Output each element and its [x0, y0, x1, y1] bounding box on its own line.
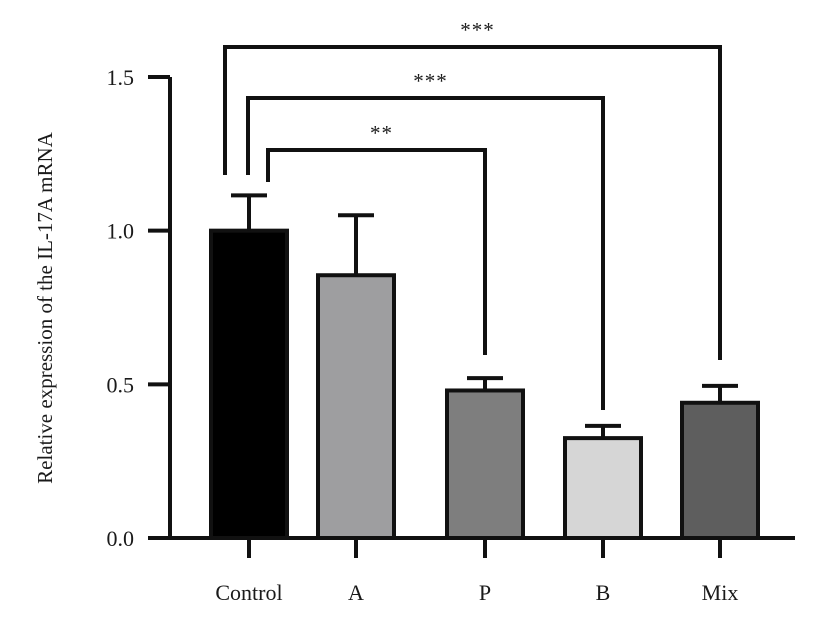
bar-a [316, 273, 396, 540]
significance-label: ** [370, 121, 393, 145]
y-tick-label: 0.5 [107, 372, 135, 397]
bar-p [445, 388, 525, 541]
significance-bracket [246, 96, 605, 410]
significance-bracket [266, 148, 487, 355]
y-tick-label: 1.0 [107, 219, 135, 244]
bar-b [563, 436, 643, 540]
x-tick-label: A [348, 580, 364, 605]
significance-label: *** [460, 18, 495, 42]
x-tick-label: Mix [702, 580, 739, 605]
bar-control [209, 228, 289, 541]
x-tick-label: Control [215, 580, 282, 605]
x-tick-label: P [479, 580, 491, 605]
significance-brackets: ******** [223, 18, 722, 410]
x-tick-label: B [596, 580, 611, 605]
y-axis-title: Relative expression of the IL-17A mRNA [33, 131, 57, 484]
significance-bracket [223, 45, 722, 360]
y-tick-label: 1.5 [107, 65, 135, 90]
y-tick-label: 0.0 [107, 526, 135, 551]
bar-mix [680, 400, 760, 541]
significance-label: *** [413, 69, 448, 93]
bars [209, 193, 760, 541]
